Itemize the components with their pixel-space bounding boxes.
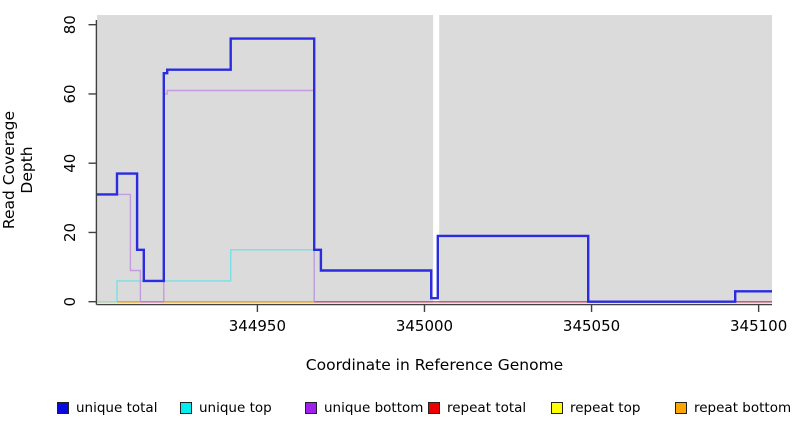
legend-swatch [675,402,687,414]
legend-label: unique bottom [324,400,424,416]
x-tick-label: 345050 [563,317,620,335]
legend-item-unique-total: unique total [57,399,157,417]
legend-item-repeat-bottom: repeat bottom [675,399,791,417]
legend-label: repeat total [447,400,527,416]
legend-swatch [551,402,563,414]
x-tick-label: 344950 [229,317,286,335]
legend-label: unique total [76,400,158,416]
y-axis-title: Read Coverage Depth [0,110,36,230]
x-axis-title: Coordinate in Reference Genome [305,356,564,374]
legend-item-unique-top: unique top [180,399,272,417]
y-tick-label: 80 [61,15,79,34]
legend-item-unique-bottom: unique bottom [305,399,423,417]
series-line-unique-total [97,37,772,303]
masked-gap-band [433,15,440,303]
legend: unique total unique top unique bottom repea… [0,399,792,423]
y-tick-label: 40 [61,154,79,173]
legend-label: repeat bottom [694,400,792,416]
legend-swatch [428,402,440,414]
legend-label: repeat top [570,400,641,416]
x-tick-label: 345000 [396,317,453,335]
legend-swatch [180,402,192,414]
y-tick-label: 20 [61,223,79,242]
legend-swatch [305,402,317,414]
y-tick-label: 60 [61,84,79,103]
legend-item-repeat-total: repeat total [428,399,526,417]
y-tick-label: 0 [61,297,79,307]
legend-swatch [57,402,69,414]
x-tick-label: 345100 [730,317,787,335]
legend-label: unique top [199,400,272,416]
legend-item-repeat-top: repeat top [551,399,640,417]
